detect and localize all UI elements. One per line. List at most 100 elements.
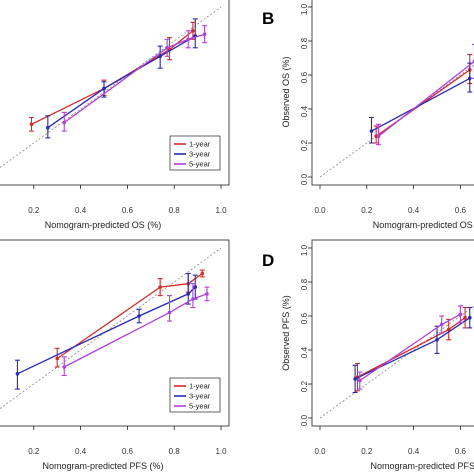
x-tick-label: 0.4: [75, 206, 87, 215]
series-line: [63, 293, 208, 368]
x-tick-label: 0.2: [28, 447, 40, 456]
y-tick-label: 0.0: [300, 414, 309, 426]
series-line: [378, 60, 474, 137]
ideal-diagonal-line: [319, 64, 474, 178]
data-point: [467, 76, 472, 81]
series-3-year: [368, 62, 473, 144]
series-1-year: [54, 269, 205, 368]
plot-frame: [0, 239, 230, 427]
x-tick-label: 0.6: [455, 447, 467, 456]
x-tick-label: 0.2: [28, 206, 40, 215]
data-point: [446, 327, 451, 332]
panel-letter: D: [262, 251, 274, 270]
x-axis-title: Nomogram-predicted PFS (%): [42, 461, 163, 471]
x-axis-title: Nomogram-predicted OS (%): [373, 220, 474, 230]
x-tick-label: 1.0: [215, 206, 227, 215]
y-tick-label: 0.6: [300, 312, 309, 324]
panel-a: 0.2 0.4 0.6 0.8 1.0 Nomogram-predicted OS (%)…: [0, 0, 230, 230]
panel-c: 0.2 0.4 0.6 0.8 1.0 Nomogram-predicted PFS (%…: [0, 239, 230, 471]
y-tick-label: 0.6: [300, 71, 309, 83]
ideal-diagonal-line: [319, 305, 474, 419]
data-point: [439, 322, 444, 327]
y-axis-title: Observed OS (%): [281, 56, 291, 127]
series-1-year: [28, 21, 196, 132]
x-tick-label: 0.4: [75, 447, 87, 456]
legend-label: 5-year: [189, 402, 211, 411]
series-1-year: [373, 54, 473, 144]
panel-d: 0.0 0.2 0.4 0.6 0.0 0.2 0.4 0.6 0.8 1.0 Nomogram-p…: [262, 239, 474, 471]
data-point: [55, 356, 59, 361]
y-tick-label: 0.8: [300, 37, 309, 49]
data-point: [191, 29, 195, 33]
x-tick-label: 0.4: [408, 447, 420, 456]
data-point: [186, 292, 191, 296]
data-point: [165, 46, 169, 50]
y-tick-label: 1.0: [300, 3, 309, 15]
data-point: [46, 125, 50, 130]
y-tick-label: 0.2: [300, 380, 309, 392]
series-line: [63, 33, 205, 124]
data-point: [62, 365, 67, 369]
plot-frame: [311, 0, 474, 186]
series-3-year: [45, 18, 198, 139]
legend-label: 3-year: [189, 150, 211, 159]
series-line: [47, 35, 196, 129]
y-tick-label: 0.8: [300, 278, 309, 290]
y-tick-label: 0.0: [300, 173, 309, 185]
data-point: [191, 297, 195, 301]
panel-letter: B: [262, 9, 274, 28]
series-3-year: [14, 272, 198, 390]
data-point: [167, 310, 172, 315]
data-point: [137, 314, 141, 318]
x-tick-label: 0.4: [408, 206, 420, 215]
data-point: [186, 37, 191, 42]
data-point: [435, 338, 439, 342]
series-5-year: [61, 283, 210, 377]
data-point: [158, 54, 162, 59]
panel-b: 0.0 0.2 0.4 0.6 0.0 0.2 0.4 0.6 0.8 1.0 Nomogram-p…: [262, 0, 474, 230]
data-point: [205, 292, 209, 296]
data-point: [29, 122, 34, 127]
data-point: [158, 285, 162, 289]
data-point: [193, 285, 198, 289]
plot-frame: [311, 239, 474, 427]
legend-label: 1-year: [189, 140, 211, 149]
legend-label: 1-year: [189, 382, 211, 391]
y-tick-label: 0.2: [300, 139, 309, 151]
x-tick-label: 0.0: [314, 206, 326, 215]
data-point: [458, 312, 463, 317]
data-point: [376, 134, 381, 138]
series-line: [17, 286, 196, 375]
x-axis-title: Nomogram-predicted OS (%): [45, 220, 162, 230]
x-tick-label: 0.6: [122, 206, 134, 215]
series-line: [371, 77, 471, 132]
series-3-year: [352, 306, 473, 394]
x-tick-label: 0.6: [122, 447, 134, 456]
y-axis-title: Observed PFS (%): [281, 295, 291, 371]
y-tick-label: 0.4: [300, 346, 309, 358]
legend-label: 3-year: [189, 392, 211, 401]
data-point: [369, 129, 374, 133]
x-axis-title: Nomogram-predicted PFS (%): [370, 461, 474, 471]
data-point: [102, 86, 106, 91]
x-tick-label: 1.0: [215, 447, 227, 456]
x-tick-label: 0.8: [169, 206, 181, 215]
series-5-year: [357, 305, 463, 390]
data-point: [15, 372, 20, 376]
series-line: [359, 313, 461, 382]
data-point: [463, 315, 467, 320]
x-tick-label: 0.8: [169, 447, 181, 456]
data-point: [202, 32, 207, 36]
data-point: [353, 377, 357, 381]
x-tick-label: 0.0: [314, 447, 326, 456]
series-5-year: [61, 25, 208, 132]
data-point: [357, 378, 362, 383]
y-tick-label: 1.0: [300, 244, 309, 256]
series-5-year: [376, 43, 474, 146]
plot-frame: [0, 0, 230, 186]
x-tick-label: 0.2: [361, 447, 373, 456]
data-point: [200, 271, 205, 276]
